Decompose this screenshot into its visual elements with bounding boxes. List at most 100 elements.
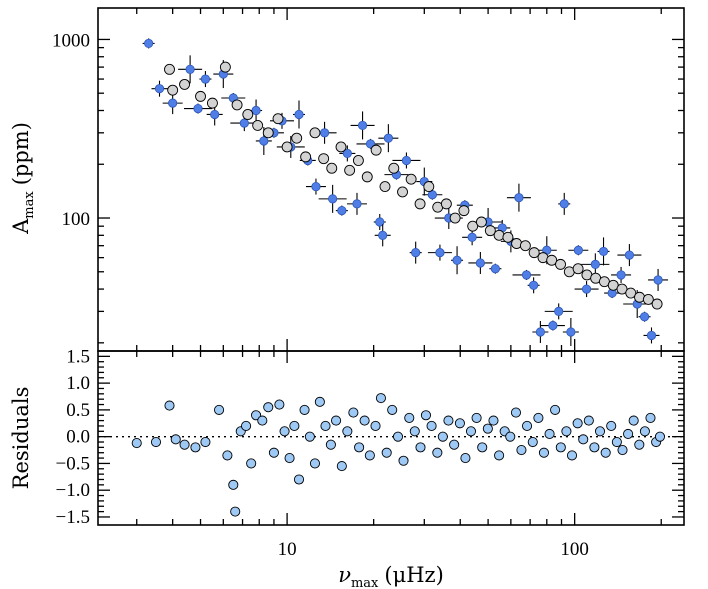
model-point (414, 198, 426, 210)
residual-point (583, 415, 594, 426)
bottom-plot-frame (97, 350, 685, 526)
reference-point (489, 263, 502, 274)
model-point (206, 97, 218, 109)
reference-marker (529, 280, 539, 290)
reference-marker (581, 284, 592, 294)
model-point (519, 240, 531, 252)
reference-marker (514, 193, 524, 203)
residual-point (572, 418, 583, 429)
residual-point (190, 442, 201, 453)
residual-point (634, 439, 645, 450)
residual-point (628, 415, 639, 426)
reference-point (597, 237, 610, 266)
reference-point (527, 277, 540, 294)
model-point (475, 216, 487, 228)
model-point (272, 113, 284, 125)
reference-marker (259, 136, 269, 146)
reference-marker (490, 264, 500, 274)
residual-point (131, 438, 142, 449)
top-ytick-label: 1000 (52, 30, 90, 51)
residual-point (370, 420, 381, 432)
residual-point (409, 426, 420, 437)
reference-point (558, 192, 571, 215)
residual-point (611, 436, 622, 448)
reference-marker (342, 148, 352, 159)
model-point (511, 238, 523, 249)
reference-point (255, 126, 272, 155)
model-point (252, 119, 264, 131)
residual-point (505, 431, 516, 442)
model-point (449, 212, 461, 224)
residual-point (214, 404, 225, 415)
residual-point (241, 420, 252, 432)
residual-point (375, 393, 386, 404)
reference-point (339, 145, 356, 162)
reference-point (648, 268, 669, 291)
residual-point (654, 431, 666, 442)
reference-point (293, 100, 306, 129)
model-point (344, 164, 356, 176)
residual-point (494, 450, 505, 461)
reference-point (335, 205, 348, 216)
reference-marker (598, 246, 609, 257)
model-point (528, 247, 540, 259)
residual-point (645, 412, 656, 423)
residual-point (331, 415, 342, 426)
model-point (335, 141, 347, 153)
reference-point (346, 192, 367, 215)
reference-marker (411, 248, 421, 258)
residual-point (284, 453, 295, 464)
residual-point (257, 415, 268, 426)
top-ylabel: Amax(ppm) (9, 122, 37, 235)
bottom-ylabel: Residuals (9, 387, 33, 490)
reference-point (540, 320, 565, 331)
reference-point (611, 266, 632, 283)
reference-point (378, 124, 399, 153)
model-point (167, 84, 179, 96)
residual-point (538, 447, 550, 458)
residual-point (228, 479, 239, 490)
reference-point (506, 183, 531, 212)
model-point (642, 293, 654, 305)
residual-point (561, 426, 572, 437)
reference-point (462, 229, 483, 246)
reference-point (581, 253, 610, 276)
reference-marker (653, 275, 663, 285)
model-point (242, 109, 254, 120)
residual-point (589, 442, 600, 453)
reference-point (451, 246, 464, 275)
reference-point (562, 317, 579, 346)
bottom-ytick-label: −1.5 (56, 507, 90, 528)
reference-marker (401, 155, 412, 166)
model-point (546, 254, 558, 266)
model-point (379, 181, 391, 193)
residual-point (325, 439, 336, 450)
reference-point (512, 269, 541, 280)
model-point (423, 181, 435, 193)
model-point (231, 99, 243, 111)
reference-marker (185, 64, 195, 74)
reference-marker (154, 84, 165, 94)
reference-marker (646, 330, 657, 341)
reference-point (568, 245, 589, 256)
model-point (164, 63, 175, 75)
residual-point (460, 453, 471, 464)
residual-point (304, 431, 315, 442)
residual-point (578, 434, 589, 445)
model-point (281, 141, 293, 153)
reference-marker (239, 118, 249, 128)
residual-point (381, 447, 392, 458)
residual-point (268, 447, 279, 458)
bottom-ytick-label: 1.0 (66, 373, 90, 394)
residual-point (488, 415, 499, 426)
residual-point (222, 450, 233, 461)
reference-marker (378, 230, 388, 240)
reference-marker (251, 105, 261, 116)
residual-point (150, 436, 162, 448)
model-point (352, 155, 364, 166)
bottom-ytick-label: 1.5 (66, 346, 90, 367)
model-point (484, 225, 496, 237)
residual-point (398, 455, 409, 466)
residual-point (246, 458, 257, 469)
